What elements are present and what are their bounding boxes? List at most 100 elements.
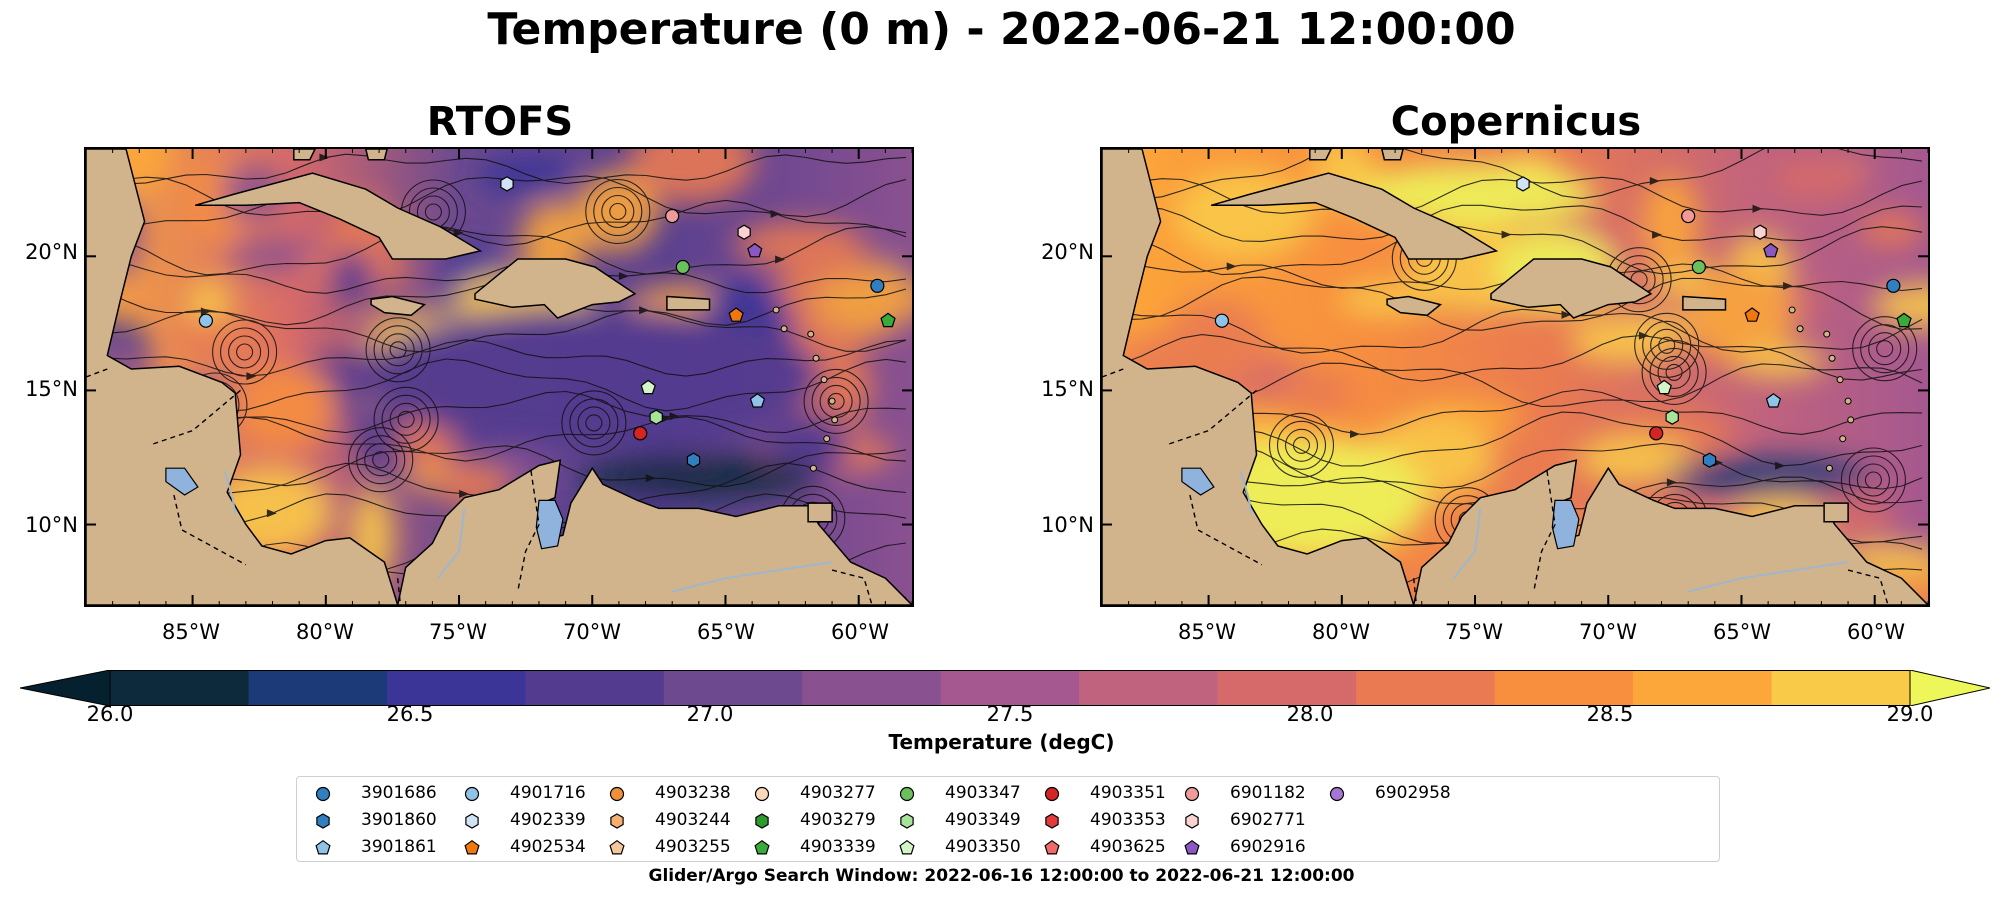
island <box>1828 354 1836 362</box>
float-4903339[interactable] <box>1896 312 1912 328</box>
float-3901686[interactable] <box>1886 278 1901 293</box>
circle-marker-icon <box>315 786 331 802</box>
float-4901716[interactable] <box>198 313 214 328</box>
circle-marker-icon <box>609 786 625 802</box>
float-3901860[interactable] <box>1702 452 1717 468</box>
float-4903347[interactable] <box>675 259 690 275</box>
map-copernicus[interactable] <box>1100 147 1930 607</box>
pentagon-marker-icon <box>1184 839 1200 855</box>
float-4903339[interactable] <box>880 312 896 328</box>
land <box>86 149 399 605</box>
legend-marker[interactable] <box>465 813 479 829</box>
colorbar-segment <box>1079 670 1219 706</box>
river <box>1239 470 1253 514</box>
legend-label: 4903350 <box>945 837 1021 857</box>
float-3901861[interactable] <box>1765 393 1782 408</box>
legend-marker[interactable] <box>754 839 770 855</box>
legend-marker[interactable] <box>900 813 914 829</box>
float-4903351[interactable] <box>633 426 648 441</box>
river <box>1452 508 1482 579</box>
float-4903347[interactable] <box>1691 259 1706 275</box>
colorbar-over-arrow <box>1909 670 1990 706</box>
float-6902771[interactable] <box>1753 224 1767 240</box>
float-3901860[interactable] <box>686 452 701 468</box>
lake <box>535 499 564 550</box>
island <box>1796 325 1804 333</box>
float-4903349[interactable] <box>649 409 663 425</box>
float-6901182[interactable] <box>1681 208 1696 224</box>
float-6902916[interactable] <box>1763 242 1779 258</box>
float-6902916[interactable] <box>747 242 763 258</box>
colorbar-tick: 27.0 <box>686 702 734 726</box>
lon-label-75w: 75°W <box>429 620 487 644</box>
legend-marker[interactable] <box>315 786 331 802</box>
float-4903351[interactable] <box>1649 426 1664 441</box>
colorbar-segment <box>1771 670 1911 706</box>
map-rtofs[interactable] <box>84 147 914 607</box>
legend-marker[interactable] <box>609 839 625 855</box>
country-border <box>1533 470 1556 592</box>
legend-marker[interactable] <box>899 839 915 855</box>
island <box>780 325 788 333</box>
legend-marker[interactable] <box>609 786 625 802</box>
float-4902339[interactable] <box>500 176 514 192</box>
legend-marker[interactable] <box>1045 813 1059 829</box>
lake <box>165 467 199 496</box>
legend-marker[interactable] <box>1185 813 1199 829</box>
float-4902534[interactable] <box>728 307 744 322</box>
legend-marker[interactable] <box>315 839 331 855</box>
legend-marker[interactable] <box>1329 786 1345 802</box>
lat-label-10n: 10°N <box>25 513 78 537</box>
colorbar-segment <box>525 670 665 706</box>
land <box>1381 149 1404 161</box>
legend-marker[interactable] <box>464 786 480 802</box>
lon-label-80w-2: 80°W <box>1312 620 1370 644</box>
island <box>1836 376 1844 384</box>
float-3901686[interactable] <box>870 278 885 293</box>
lake <box>1181 467 1215 496</box>
legend-label: 6902771 <box>1230 810 1306 830</box>
hexagon-marker-icon <box>1185 813 1199 829</box>
legend-marker[interactable] <box>899 786 915 802</box>
pentagon-marker-icon <box>1044 839 1060 855</box>
circle-marker-icon <box>1329 786 1345 802</box>
legend-marker[interactable] <box>1044 839 1060 855</box>
island <box>831 416 839 424</box>
colorbar-segment <box>1217 670 1357 706</box>
legend-marker[interactable] <box>754 786 770 802</box>
float-4902534[interactable] <box>1744 307 1760 322</box>
river <box>671 561 833 593</box>
float-4903350[interactable] <box>1656 379 1672 395</box>
legend-label: 4903349 <box>945 810 1021 830</box>
colorbar-tick: 26.0 <box>86 702 134 726</box>
circle-marker-icon <box>899 786 915 802</box>
panel-title-rtofs: RTOFS <box>426 99 574 145</box>
float-4903350[interactable] <box>640 379 656 395</box>
legend-marker[interactable] <box>1044 786 1060 802</box>
land <box>370 295 427 317</box>
legend-marker[interactable] <box>464 839 480 855</box>
float-4902339[interactable] <box>1516 176 1530 192</box>
land <box>1210 172 1499 260</box>
lat-label-15n: 15°N <box>25 377 78 401</box>
float-3901861[interactable] <box>749 393 766 408</box>
legend-label: 4903238 <box>655 783 731 803</box>
panel-title-copernicus: Copernicus <box>1390 99 1642 145</box>
legend-marker[interactable] <box>1184 839 1200 855</box>
legend-marker[interactable] <box>1184 786 1200 802</box>
legend-label: 4903339 <box>800 837 876 857</box>
float-4903349[interactable] <box>1665 409 1679 425</box>
float-6902771[interactable] <box>737 224 751 240</box>
lon-label-65w-2: 65°W <box>1713 620 1771 644</box>
legend-marker[interactable] <box>755 813 769 829</box>
colorbar-label: Temperature (degC) <box>888 730 1115 754</box>
colorbar-segment <box>1356 670 1496 706</box>
island <box>1844 397 1852 405</box>
float-4901716[interactable] <box>1214 313 1230 328</box>
float-6901182[interactable] <box>665 208 680 224</box>
legend-marker[interactable] <box>316 813 330 829</box>
legend-label: 4903277 <box>800 783 876 803</box>
land <box>666 295 711 311</box>
legend-marker[interactable] <box>610 813 624 829</box>
lon-label-70w: 70°W <box>563 620 621 644</box>
